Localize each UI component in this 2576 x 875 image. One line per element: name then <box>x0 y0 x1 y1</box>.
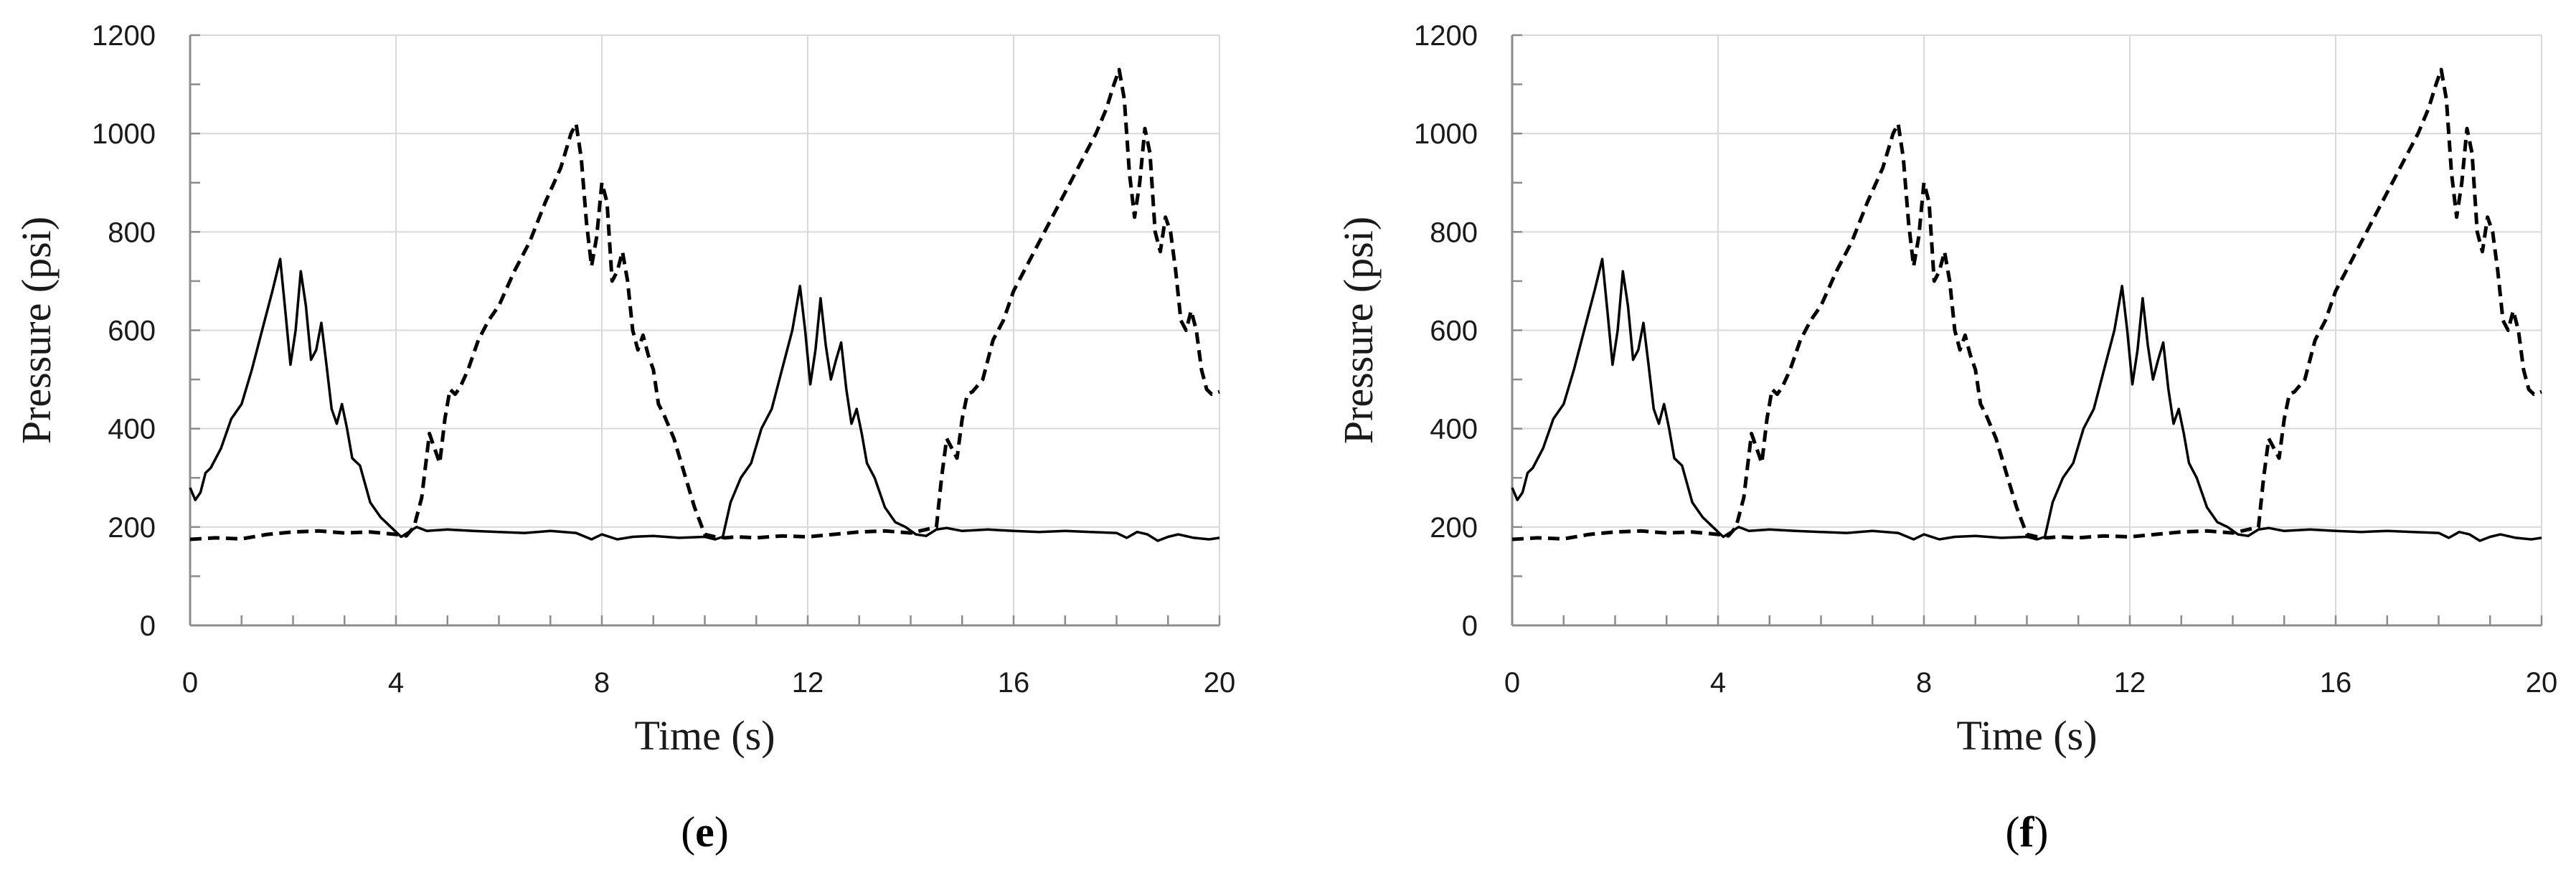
series-line-solid <box>189 257 1220 542</box>
x-tick-label: 8 <box>1916 667 1932 699</box>
x-tick-label: 4 <box>388 667 404 699</box>
y-tick-label: 1000 <box>92 118 156 150</box>
x-tick-label: 8 <box>594 667 610 699</box>
panel-label-letter: f <box>2020 808 2035 856</box>
y-tick-label: 1200 <box>92 20 156 52</box>
y-tick-label: 0 <box>1462 610 1478 642</box>
y-tick-label: 400 <box>108 414 156 445</box>
x-tick-label: 0 <box>182 667 198 699</box>
x-tick-label: 16 <box>2320 667 2352 699</box>
y-tick-label: 200 <box>108 512 156 544</box>
y-axis-title: Pressure (psi) <box>1335 217 1382 444</box>
y-tick-label: 800 <box>1430 217 1478 248</box>
panel-label: (f) <box>2006 808 2049 856</box>
x-tick-label: 20 <box>1204 667 1236 699</box>
y-tick-label: 1200 <box>1414 20 1478 52</box>
chart-panel-e: 0 200 400 600 800 1000 1200 0 4 8 12 16 20 Time (s) Pr… <box>13 20 1236 856</box>
x-tick-label: 20 <box>2526 667 2558 699</box>
series-line-dashed <box>189 67 1220 541</box>
y-tick-label: 1000 <box>1414 118 1478 150</box>
y-tick-label: 400 <box>1430 414 1478 445</box>
x-tick-label: 0 <box>1504 667 1520 699</box>
y-tick-label: 0 <box>140 610 156 642</box>
y-tick-label: 200 <box>1430 512 1478 544</box>
series-line-solid <box>1511 257 2542 542</box>
panel-label: (e) <box>681 808 729 856</box>
series-line-dashed <box>1511 67 2542 541</box>
y-tick-label: 600 <box>108 316 156 347</box>
x-tick-label: 12 <box>792 667 824 699</box>
y-tick-label: 600 <box>1430 316 1478 347</box>
y-axis-title: Pressure (psi) <box>13 217 60 444</box>
x-tick-label: 4 <box>1710 667 1726 699</box>
chart-panel-f: 0 200 400 600 800 1000 1200 0 4 8 12 16 20 Time (s) Pr… <box>1335 20 2558 856</box>
y-tick-label: 800 <box>108 217 156 248</box>
panel-label-letter: e <box>695 808 714 856</box>
x-tick-label: 16 <box>998 667 1030 699</box>
x-axis-title: Time (s) <box>634 712 775 759</box>
x-tick-label: 12 <box>2114 667 2146 699</box>
x-axis-title: Time (s) <box>1956 712 2097 759</box>
